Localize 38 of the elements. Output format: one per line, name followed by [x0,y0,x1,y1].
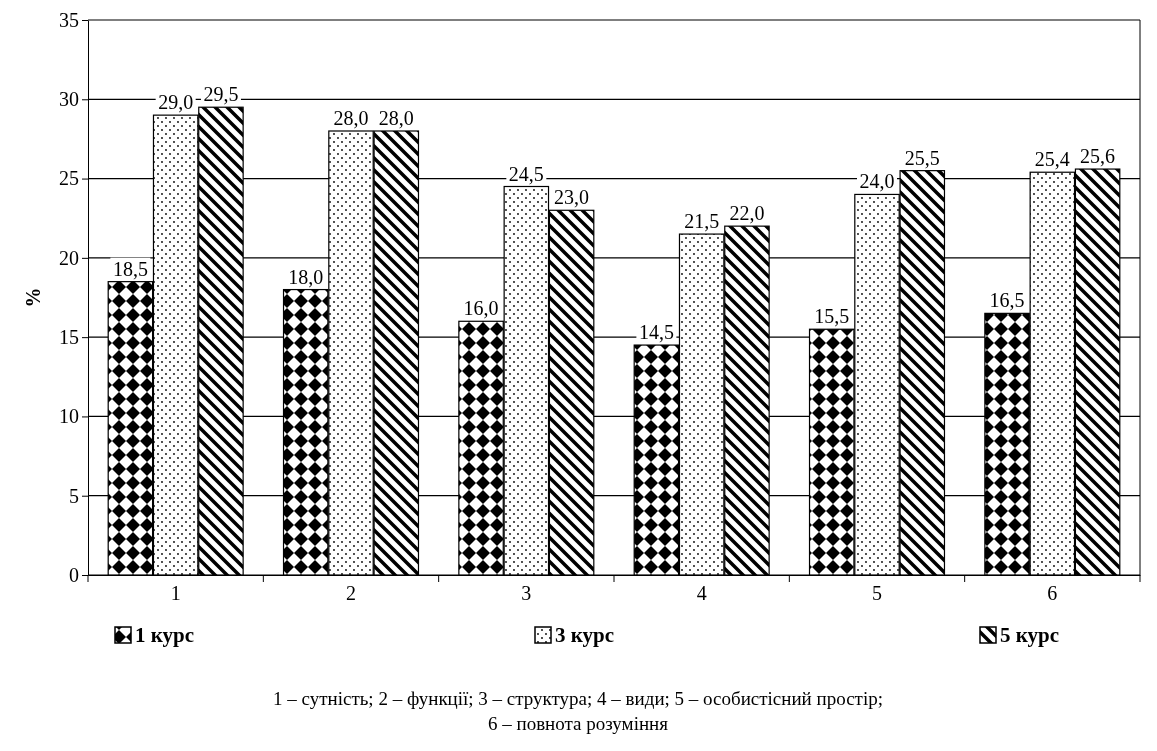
data-label: 16,5 [989,289,1025,312]
y-tick-label: 10 [59,405,79,428]
legend-label: 1 курс [135,623,195,647]
x-tick-label: 5 [872,582,882,604]
text: 1 – сутність; 2 – функції; 3 – структура; 4 – види; 5 – особистісний простір; [273,688,883,709]
data-label: 29,0 [158,91,194,114]
data-label: 23,0 [554,186,590,209]
x-tick-label: 6 [1047,582,1058,604]
data-label: 24,5 [508,162,544,185]
x-tick-label: 3 [521,582,532,604]
data-label: 25,4 [1034,148,1070,171]
y-tick-label: 30 [59,88,79,111]
y-tick-label: 5 [69,484,79,507]
y-tick-label: 20 [59,246,79,269]
data-label: 25,6 [1080,145,1116,168]
data-label: 28,0 [378,107,414,129]
data-label: 28,0 [333,107,369,129]
data-label: 18,5 [112,257,148,280]
data-label: 24,0 [859,170,895,193]
data-label: 16,0 [463,297,499,320]
data-label: 25,5 [904,146,940,169]
data-label: 29,5 [203,83,239,106]
x-tick-label: 1 [170,582,181,604]
data-label: 18,0 [288,265,324,288]
y-tick-label: 0 [69,563,79,586]
y-tick-label: 15 [59,326,79,349]
legend-label: 5 курс [1000,623,1060,647]
x-tick-label: 4 [696,582,707,604]
y-axis-title: % [22,287,44,308]
data-label: 14,5 [638,321,674,344]
y-tick-label: 35 [59,8,79,31]
y-tick-label: 25 [59,167,79,190]
text: 6 – повнота розуміння [487,713,669,734]
data-label: 22,0 [729,202,765,225]
legend-label: 3 курс [555,623,615,647]
data-label: 21,5 [684,210,720,233]
x-tick-label: 2 [346,582,356,604]
data-label: 15,5 [814,305,850,328]
